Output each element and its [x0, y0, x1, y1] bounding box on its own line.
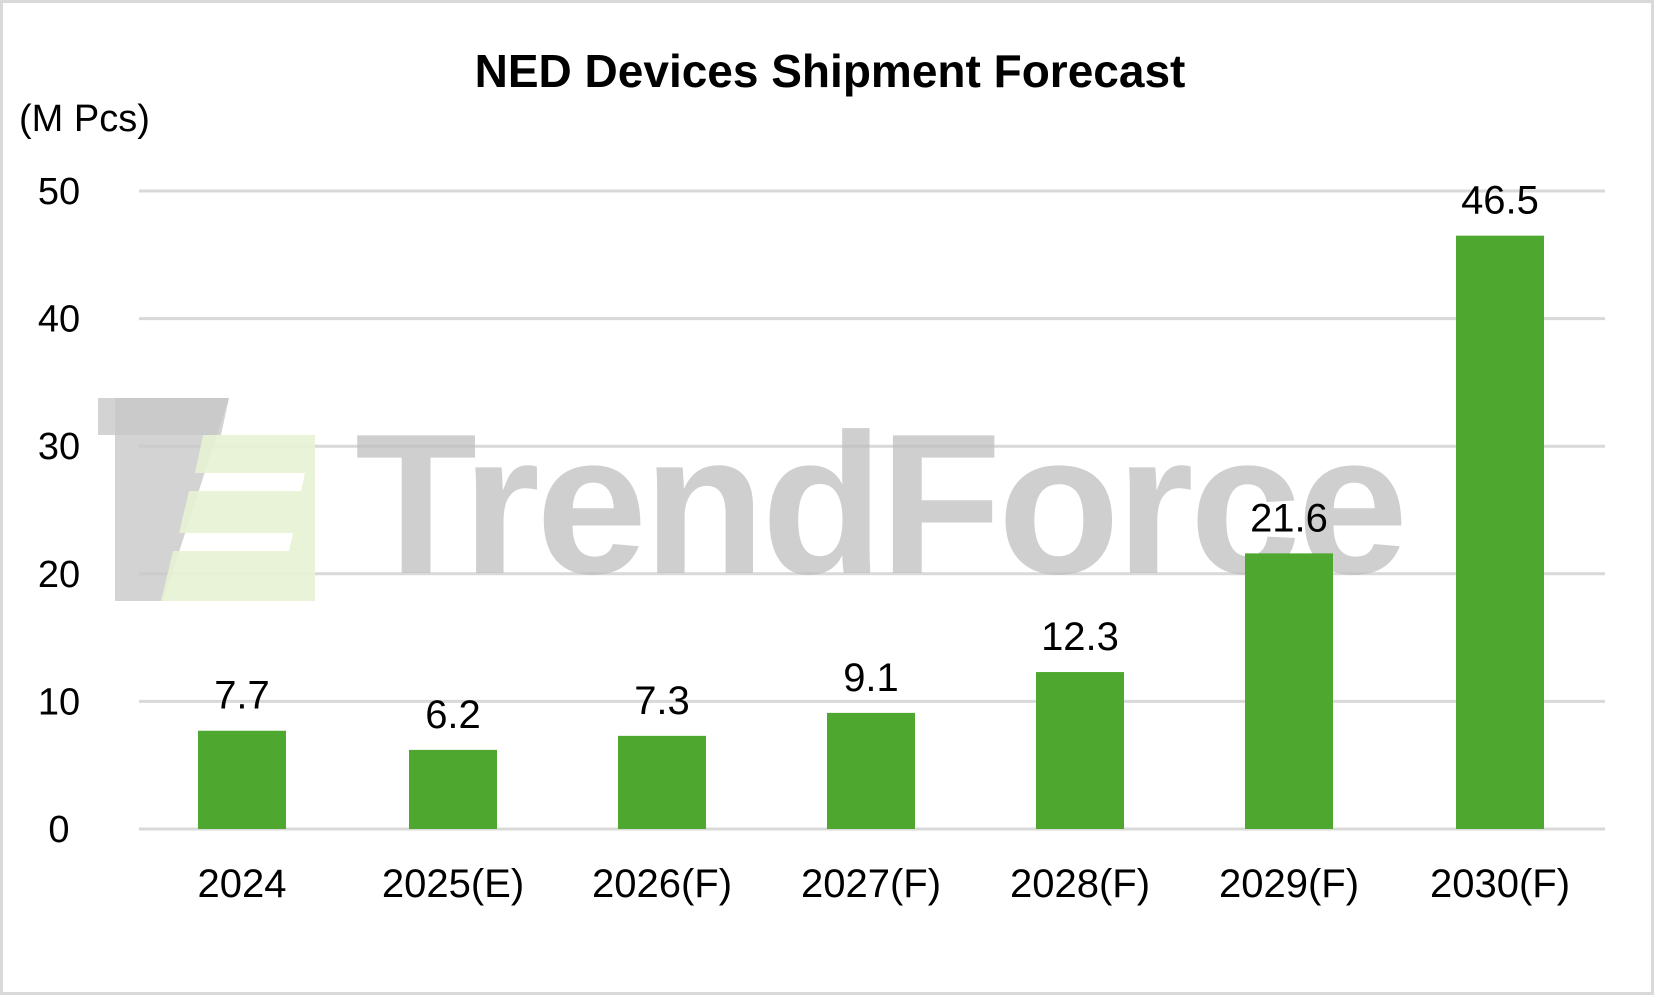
- bar-chart: TrendForce 0 10 20 30 40 50 7.7 2024 6.2 2025(E) 7…: [19, 45, 1605, 906]
- bar-2024: [198, 730, 286, 829]
- bar-2026(F): [618, 735, 706, 829]
- bars: [198, 235, 1544, 829]
- value-label: 9.1: [843, 656, 899, 700]
- y-unit-label: (M Pcs): [19, 98, 150, 140]
- y-tick-label: 20: [38, 554, 80, 596]
- y-tick-label: 40: [38, 299, 80, 341]
- x-tick-label: 2030(F): [1430, 862, 1570, 906]
- bar-2030(F): [1456, 235, 1544, 829]
- y-tick-label: 0: [48, 809, 69, 851]
- chart-title: NED Devices Shipment Forecast: [475, 45, 1186, 97]
- watermark-text: TrendForce: [355, 393, 1404, 616]
- x-tick-label: 2027(F): [801, 862, 941, 906]
- x-tick-label: 2029(F): [1219, 862, 1359, 906]
- x-tick-label: 2026(F): [592, 862, 732, 906]
- labels: 0 10 20 30 40 50 7.7 2024 6.2 2025(E) 7.3 2026(F) 9.…: [38, 171, 1570, 906]
- bar-2025(E): [409, 749, 497, 829]
- y-tick-label: 30: [38, 426, 80, 468]
- bar-2028(F): [1036, 672, 1124, 829]
- value-label: 46.5: [1461, 179, 1539, 223]
- y-tick-label: 50: [38, 171, 80, 213]
- logo-grey-bar: [98, 398, 229, 435]
- x-tick-label: 2025(E): [382, 862, 524, 906]
- x-tick-label: 2028(F): [1010, 862, 1150, 906]
- bar-2027(F): [827, 712, 915, 829]
- x-tick-label: 2024: [198, 862, 287, 906]
- value-label: 6.2: [425, 693, 481, 737]
- value-label: 7.3: [634, 679, 690, 723]
- value-label: 12.3: [1041, 615, 1119, 659]
- value-label: 21.6: [1250, 496, 1328, 540]
- bar-2029(F): [1245, 553, 1333, 829]
- y-tick-label: 10: [38, 681, 80, 723]
- trendforce-logo-icon: [98, 398, 315, 601]
- value-label: 7.7: [214, 674, 270, 718]
- watermark: TrendForce: [98, 393, 1408, 616]
- logo-green-shape: [161, 398, 315, 601]
- gridlines: [139, 189, 1605, 831]
